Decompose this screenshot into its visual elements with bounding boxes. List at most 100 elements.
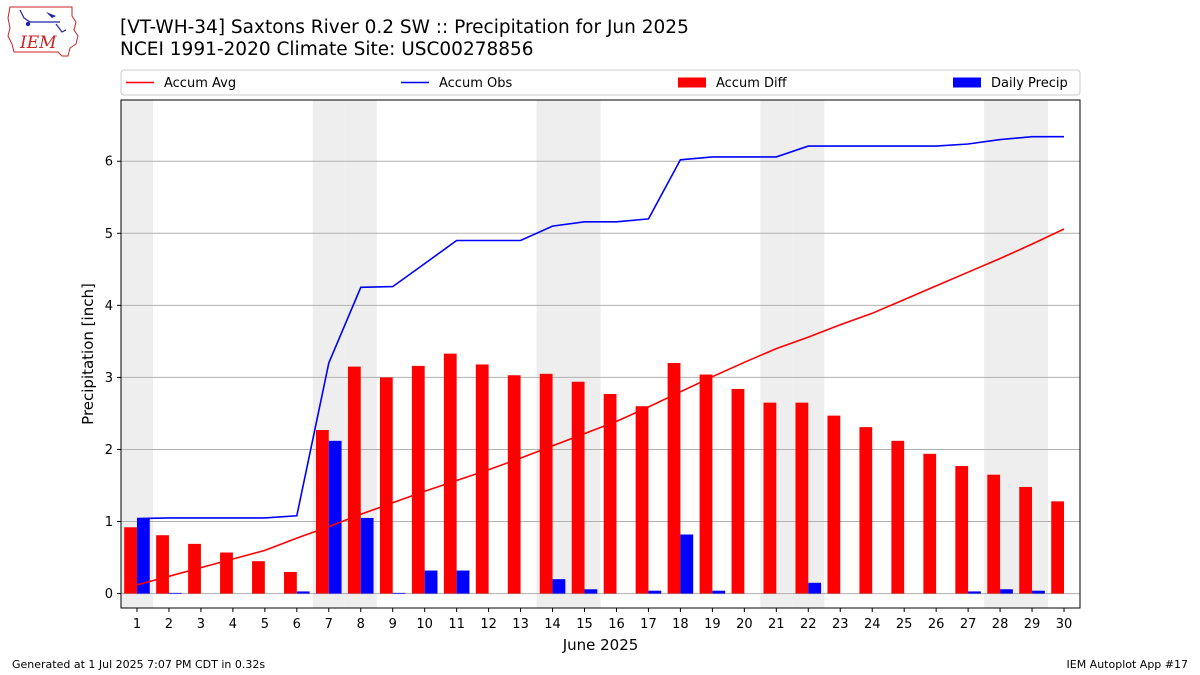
x-tick-label: 14	[544, 617, 561, 632]
daily-precip-bar	[1000, 589, 1013, 594]
accum-diff-bar	[347, 366, 361, 594]
x-tick-label: 22	[800, 617, 817, 632]
accum-diff-bar	[252, 561, 265, 594]
legend-accum-avg-label: Accum Avg	[164, 76, 236, 91]
x-tick-label: 20	[736, 617, 753, 632]
daily-precip-bar	[808, 582, 822, 594]
daily-precip-bar	[360, 517, 374, 594]
x-tick-label: 3	[197, 617, 205, 632]
x-tick-label: 6	[293, 617, 301, 632]
x-tick-label: 29	[1024, 617, 1041, 632]
daily-precip-bar	[328, 440, 342, 594]
legend-accum-diff-label: Accum Diff	[716, 76, 788, 91]
x-tick-label: 18	[672, 617, 689, 632]
legend-daily-precip-swatch	[953, 77, 981, 88]
chart-title: [VT-WH-34] Saxtons River 0.2 SW :: Preci…	[120, 17, 689, 61]
accum-diff-bar	[507, 375, 521, 594]
title-line-1: [VT-WH-34] Saxtons River 0.2 SW :: Preci…	[120, 17, 689, 38]
x-tick-label: 2	[165, 617, 173, 632]
legend-accum-diff-swatch	[678, 77, 706, 88]
legend-daily-precip-label: Daily Precip	[991, 76, 1068, 91]
accum-diff-bar	[411, 365, 425, 594]
x-tick-label: 16	[608, 617, 625, 632]
y-tick-label: 1	[105, 515, 113, 530]
x-tick-label: 1	[133, 617, 141, 632]
y-axis-label: Precipitation [inch]	[79, 283, 97, 425]
y-tick-label: 3	[105, 371, 113, 386]
accum-diff-bar	[667, 363, 681, 594]
legend-box	[120, 69, 1081, 96]
accum-diff-bar	[795, 402, 809, 594]
accum-diff-bar	[220, 552, 233, 594]
accum-diff-bar	[859, 427, 873, 594]
daily-precip-bar	[456, 570, 470, 594]
x-tick-label: 17	[640, 617, 657, 632]
y-tick-label: 6	[105, 155, 113, 170]
x-tick-label: 26	[928, 617, 945, 632]
x-tick-label: 4	[229, 617, 237, 632]
accum-diff-bar	[827, 415, 841, 594]
iem-logo: IEM	[6, 4, 82, 64]
x-tick-label: 11	[448, 617, 465, 632]
accum-diff-bar	[284, 571, 297, 594]
x-axis-label: June 2025	[562, 636, 639, 654]
accum-diff-bar	[571, 381, 585, 594]
x-tick-label: 21	[768, 617, 785, 632]
accum-diff-bar	[1019, 486, 1033, 594]
x-tick-label: 28	[992, 617, 1009, 632]
accum-diff-bar	[124, 527, 137, 594]
x-tick-label: 15	[576, 617, 593, 632]
accum-diff-bar	[603, 393, 617, 594]
legend-accum-obs-label: Accum Obs	[439, 76, 512, 91]
accum-diff-bar	[699, 374, 713, 594]
x-tick-label: 12	[480, 617, 497, 632]
plot-frame	[120, 99, 1081, 609]
accum-diff-bar	[539, 373, 553, 594]
accum-diff-bar	[987, 474, 1001, 594]
accum-diff-bar	[156, 535, 169, 594]
accum-diff-bar	[731, 388, 745, 594]
accum-diff-bar	[315, 430, 329, 594]
y-tick-label: 5	[105, 227, 113, 242]
accum-avg-line	[136, 228, 1065, 586]
logo-text: IEM	[19, 33, 57, 53]
y-tick-label: 4	[105, 299, 113, 314]
daily-precip-bar	[296, 591, 310, 594]
x-tick-label: 30	[1056, 617, 1073, 632]
x-tick-label: 8	[357, 617, 365, 632]
x-tick-label: 23	[832, 617, 849, 632]
title-line-2: NCEI 1991-2020 Climate Site: USC00278856	[120, 39, 534, 60]
accum-diff-bar	[379, 377, 393, 594]
x-tick-label: 7	[325, 617, 333, 632]
generated-timestamp: Generated at 1 Jul 2025 7:07 PM CDT in 0…	[12, 658, 266, 671]
x-tick-label: 5	[261, 617, 269, 632]
daily-precip-bar	[648, 590, 662, 594]
x-tick-label: 24	[864, 617, 881, 632]
x-tick-label: 19	[704, 617, 721, 632]
daily-precip-bar	[392, 592, 406, 594]
daily-precip-bar	[136, 518, 150, 594]
accum-diff-bar	[443, 353, 457, 594]
daily-precip-bar	[1032, 590, 1045, 594]
accum-diff-bar	[763, 402, 777, 594]
accum-diff-bar	[635, 406, 649, 594]
daily-precip-bar	[968, 591, 981, 594]
x-tick-label: 9	[389, 617, 397, 632]
accum-diff-bar	[1051, 501, 1065, 594]
x-tick-label: 13	[512, 617, 529, 632]
daily-precip-bar	[712, 590, 726, 594]
app-credit: IEM Autoplot App #17	[1066, 658, 1189, 671]
x-tick-label: 25	[896, 617, 913, 632]
y-tick-label: 2	[105, 443, 113, 458]
daily-precip-bar	[168, 592, 182, 594]
y-tick-label: 0	[105, 587, 113, 602]
daily-precip-bar	[552, 579, 566, 594]
accum-diff-bar	[475, 364, 489, 594]
accum-diff-bar	[891, 440, 905, 594]
daily-precip-bar	[584, 589, 598, 594]
daily-precip-bar	[680, 534, 694, 594]
x-tick-label: 27	[960, 617, 977, 632]
accum-diff-bar	[955, 466, 969, 594]
accum-diff-bar	[923, 453, 937, 594]
